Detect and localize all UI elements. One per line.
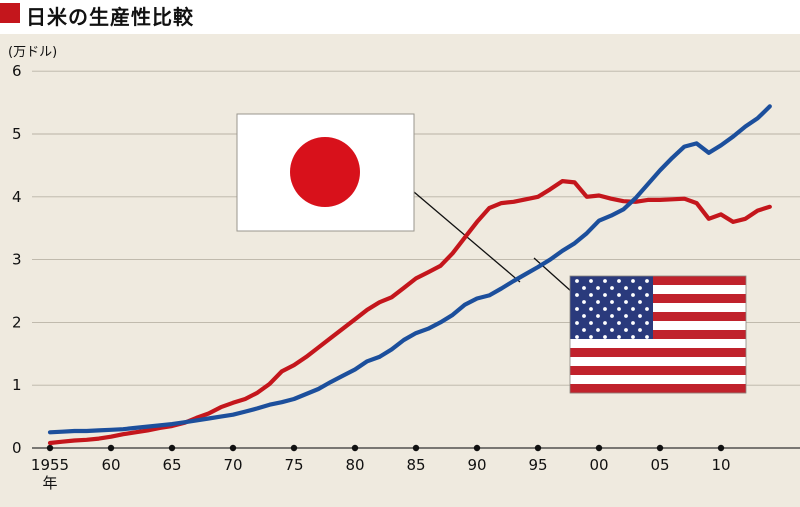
x-tick-marker [595,444,603,452]
x-tick-sublabel: 年 [42,474,57,492]
x-tick-label: 70 [223,456,242,474]
x-tick-marker [412,444,420,452]
x-tick-marker [229,444,237,452]
x-tick-label: 75 [284,456,303,474]
chart-title: 日米の生産性比較 [26,5,194,29]
usa-series-line [47,104,772,435]
x-tick-marker [656,444,664,452]
x-tick-marker [473,444,481,452]
x-tick-label: 60 [101,456,120,474]
usa-pointer-line [533,257,573,293]
x-tick-marker [351,444,359,452]
y-tick-label: 4 [12,188,22,206]
x-tick-label: 05 [650,456,669,474]
y-tick-label: 5 [12,125,22,143]
x-tick-marker [168,444,176,452]
x-tick-label: 10 [711,456,730,474]
x-tick-label: 90 [467,456,486,474]
x-tick-label: 1955 [31,456,69,474]
chart-area: 0 1 2 3 4 5 6 1955 年 60 65 70 75 80 85 90 95 00 05 10 (万ドル) [0,34,800,507]
x-tick-label: 95 [528,456,547,474]
y-axis-unit: (万ドル) [8,45,57,60]
x-tick-label: 65 [162,456,181,474]
y-tick-label: 1 [12,376,22,394]
y-tick-label: 2 [12,313,22,331]
y-tick-label: 3 [12,251,22,269]
x-tick-marker [290,444,298,452]
y-tick-label: 6 [12,62,22,80]
x-tick-label: 00 [589,456,608,474]
title-bar: 日米の生産性比較 [0,0,800,30]
japan-flag-icon [236,113,415,232]
x-tick-marker [717,444,725,452]
x-tick-label: 80 [345,456,364,474]
x-tick-marker [107,444,115,452]
x-tick-label: 85 [406,456,425,474]
x-tick-marker [46,444,54,452]
y-tick-label: 0 [12,439,22,457]
x-tick-marker [534,444,542,452]
title-marker [0,3,20,23]
usa-flag-icon [569,275,747,394]
